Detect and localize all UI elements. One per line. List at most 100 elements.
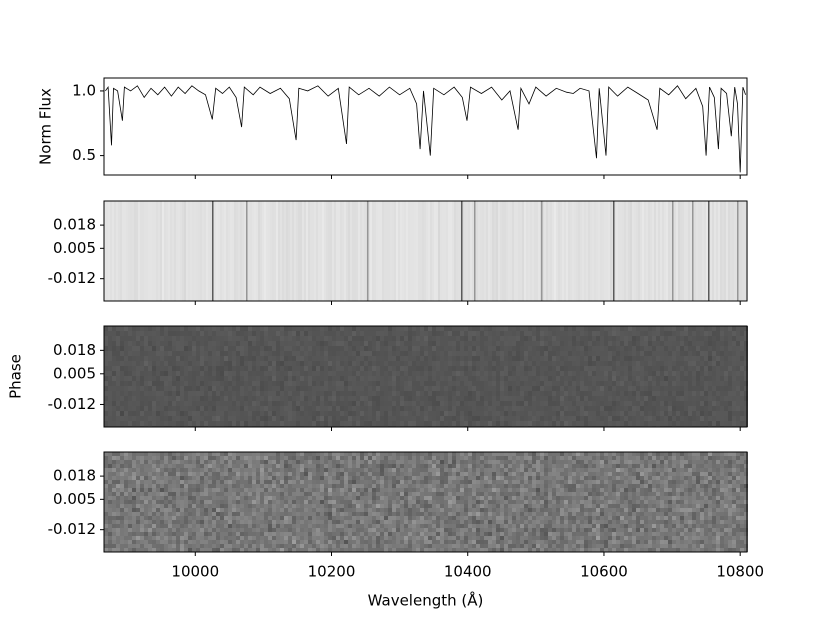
image-column (322, 201, 324, 301)
image-cell (736, 371, 740, 376)
image-cell (120, 480, 124, 484)
image-cell (668, 346, 672, 351)
image-cell (708, 341, 712, 346)
image-cell (628, 371, 632, 376)
image-cell (624, 416, 628, 421)
image-cell (632, 421, 636, 426)
image-cell (152, 341, 156, 346)
image-cell (428, 366, 432, 371)
image-cell (140, 326, 144, 331)
image-cell (392, 381, 396, 386)
image-cell (212, 401, 216, 406)
image-cell (272, 416, 276, 421)
image-cell (316, 464, 320, 468)
image-cell (664, 336, 668, 341)
image-cell (572, 391, 576, 396)
y-axis-label: Norm Flux (37, 88, 55, 165)
image-column (448, 201, 450, 301)
image-cell (512, 376, 516, 381)
image-cell (564, 341, 568, 346)
image-cell (712, 391, 716, 396)
image-cell (488, 396, 492, 401)
image-cell (332, 472, 336, 476)
image-cell (540, 401, 544, 406)
image-cell (716, 472, 720, 476)
image-cell (184, 396, 188, 401)
image-cell (256, 326, 260, 331)
image-cell (388, 326, 392, 331)
image-cell (300, 468, 304, 472)
image-cell (464, 401, 468, 406)
image-cell (456, 416, 460, 421)
image-cell (544, 396, 548, 401)
image-cell (608, 336, 612, 341)
image-cell (516, 331, 520, 336)
image-cell (552, 421, 556, 426)
image-cell (588, 472, 592, 476)
image-cell (404, 326, 408, 331)
image-cell (708, 326, 712, 331)
image-column (244, 201, 246, 301)
image-cell (312, 406, 316, 411)
image-cell (128, 456, 132, 460)
image-cell (288, 396, 292, 401)
image-cell (716, 336, 720, 341)
image-cell (492, 456, 496, 460)
image-cell (396, 386, 400, 391)
image-cell (256, 460, 260, 464)
image-cell (620, 366, 624, 371)
image-cell (600, 351, 604, 356)
image-cell (648, 421, 652, 426)
image-cell (308, 464, 312, 468)
image-cell (152, 396, 156, 401)
image-cell (196, 341, 200, 346)
image-cell (216, 472, 220, 476)
image-cell (220, 480, 224, 484)
image-cell (716, 401, 720, 406)
image-cell (300, 341, 304, 346)
image-cell (656, 476, 660, 480)
image-cell (336, 416, 340, 421)
image-cell (404, 421, 408, 426)
image-cell (188, 476, 192, 480)
image-cell (592, 371, 596, 376)
image-cell (652, 452, 656, 456)
image-cell (724, 326, 728, 331)
image-cell (524, 480, 528, 484)
image-column (498, 201, 500, 301)
image-cell (632, 411, 636, 416)
image-cell (660, 366, 664, 371)
image-cell (608, 456, 612, 460)
image-cell (596, 346, 600, 351)
image-cell (208, 361, 212, 366)
image-cell (432, 472, 436, 476)
image-cell (644, 401, 648, 406)
image-cell (340, 391, 344, 396)
image-column (512, 201, 514, 301)
image-cell (588, 336, 592, 341)
image-cell (524, 371, 528, 376)
image-cell (132, 456, 136, 460)
image-cell (244, 361, 248, 366)
image-column (636, 201, 638, 301)
image-cell (732, 371, 736, 376)
image-cell (120, 452, 124, 456)
image-cell (276, 468, 280, 472)
image-cell (328, 366, 332, 371)
image-cell (740, 381, 744, 386)
image-cell (108, 452, 112, 456)
image-cell (628, 421, 632, 426)
image-cell (516, 336, 520, 341)
image-cell (444, 331, 448, 336)
image-cell (132, 336, 136, 341)
image-cell (664, 452, 668, 456)
image-cell (256, 361, 260, 366)
image-cell (584, 468, 588, 472)
image-cell (540, 411, 544, 416)
image-cell (152, 460, 156, 464)
image-cell (284, 356, 288, 361)
image-cell (412, 326, 416, 331)
image-cell (472, 421, 476, 426)
image-cell (348, 371, 352, 376)
image-cell (324, 366, 328, 371)
